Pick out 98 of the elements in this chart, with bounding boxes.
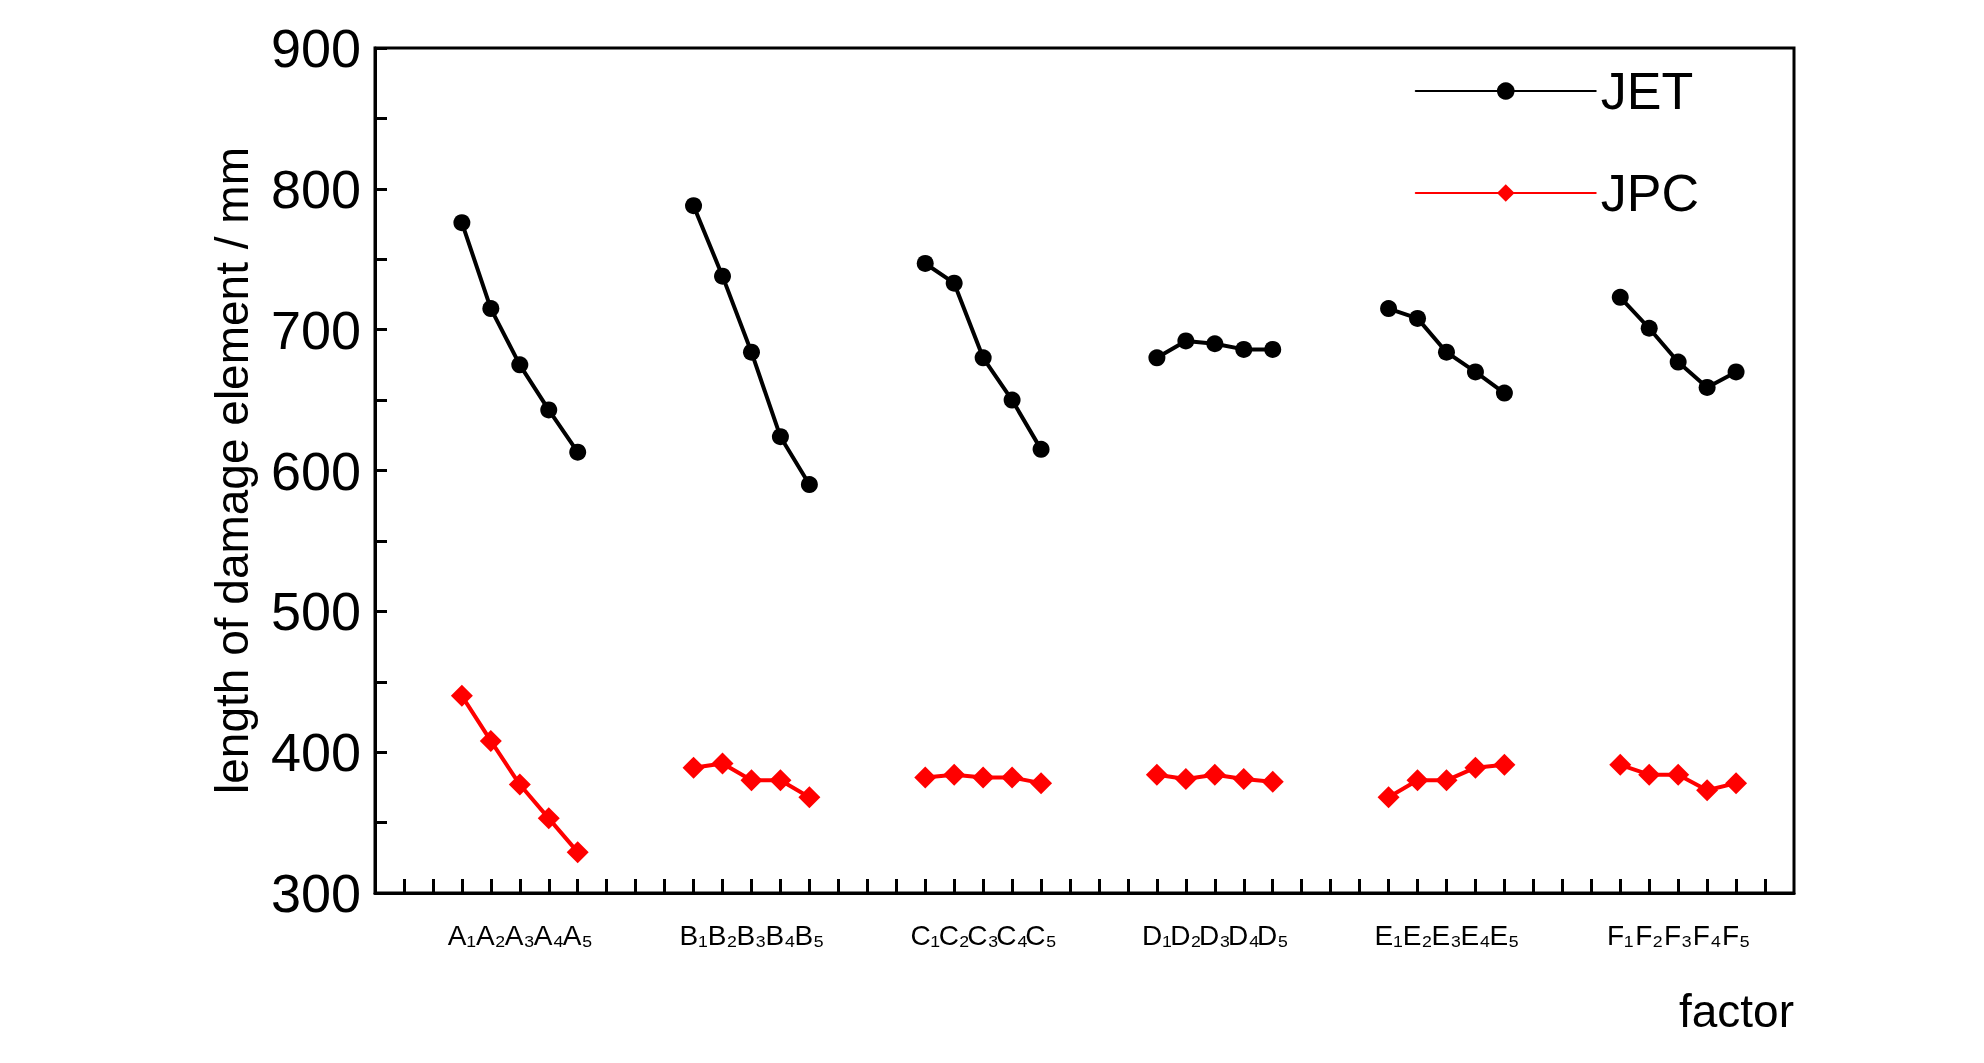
- x-tick-label: F₁: [1606, 919, 1634, 951]
- y-axis-title: length of damage element / mm: [206, 147, 258, 794]
- x-tick-label: B₅: [794, 919, 825, 951]
- x-tick-label: B₂: [707, 919, 738, 951]
- point: [1609, 753, 1632, 776]
- point: [682, 756, 705, 779]
- point: [800, 476, 818, 494]
- point: [450, 684, 473, 707]
- point: [511, 356, 529, 374]
- point: [1145, 763, 1168, 786]
- point: [798, 786, 821, 809]
- point: [1174, 767, 1197, 790]
- x-axis-title: factor: [1678, 985, 1794, 1037]
- point: [945, 274, 963, 292]
- y-tick-label: 800: [270, 158, 361, 219]
- x-tick-label: E₅: [1489, 919, 1520, 951]
- y-tick-label: 300: [270, 863, 361, 923]
- x-tick-label: A₄: [533, 919, 564, 951]
- point: [1380, 300, 1398, 318]
- point: [1696, 779, 1719, 802]
- point: [1203, 763, 1226, 786]
- point: [566, 841, 589, 864]
- y-tick-label: 600: [270, 440, 361, 501]
- point: [685, 197, 703, 215]
- point: [1435, 769, 1458, 792]
- point: [569, 443, 587, 461]
- x-tick-label: A₅: [562, 919, 593, 951]
- point: [916, 254, 934, 272]
- x-tick-label: F₂: [1635, 919, 1664, 951]
- y-tick-label: 900: [270, 18, 361, 78]
- point: [1409, 309, 1427, 327]
- point: [1669, 353, 1687, 371]
- point: [1001, 766, 1024, 789]
- x-tick-label: B₁: [679, 919, 708, 951]
- point: [1493, 753, 1516, 776]
- x-tick-label: F₄: [1692, 919, 1722, 951]
- point: [1148, 349, 1166, 367]
- x-tick-label: A₃: [504, 919, 535, 951]
- point: [1466, 363, 1484, 381]
- point: [1638, 763, 1661, 786]
- point: [1206, 335, 1224, 353]
- point: [771, 428, 789, 446]
- point: [742, 343, 760, 361]
- point: [1698, 378, 1716, 396]
- legend-label: JET: [1600, 62, 1694, 120]
- x-tick-label: B₃: [736, 919, 767, 951]
- point: [1438, 343, 1455, 361]
- point: [974, 349, 992, 367]
- point: [508, 773, 531, 796]
- point: [482, 300, 500, 318]
- x-tick-label: E₃: [1431, 919, 1462, 951]
- x-tick-label: E₂: [1402, 919, 1433, 951]
- point: [1406, 769, 1429, 792]
- point: [479, 729, 502, 752]
- x-tick-label: C₃: [967, 919, 999, 951]
- point: [1003, 391, 1021, 409]
- point: [1235, 340, 1253, 358]
- x-tick-label: F₅: [1721, 919, 1751, 951]
- y-tick-label: 500: [270, 581, 361, 642]
- point: [711, 752, 734, 775]
- x-tick-label: C₁: [910, 919, 941, 951]
- point: [740, 769, 763, 792]
- point: [914, 766, 937, 789]
- point: [453, 214, 471, 232]
- point: [537, 807, 560, 830]
- x-tick-label: D₁: [1142, 919, 1172, 951]
- x-tick-label: A₂: [476, 919, 506, 951]
- point: [1032, 440, 1050, 458]
- point: [1611, 288, 1629, 306]
- x-tick-label: E₄: [1460, 919, 1491, 951]
- x-tick-label: A₁: [447, 919, 476, 951]
- point: [1640, 319, 1658, 337]
- point: [1667, 763, 1690, 786]
- x-tick-label: E₁: [1374, 919, 1403, 951]
- point: [714, 267, 732, 285]
- point: [1495, 384, 1513, 402]
- point: [1377, 786, 1400, 809]
- y-tick-label: 700: [270, 299, 361, 360]
- x-tick-label: C₄: [996, 919, 1028, 951]
- point: [943, 763, 966, 786]
- point: [1232, 767, 1255, 790]
- x-tick-label: B₄: [765, 919, 796, 951]
- x-tick-label: C₅: [1025, 919, 1057, 951]
- point: [972, 766, 995, 789]
- legend-label: JPC: [1600, 164, 1700, 222]
- point: [540, 401, 558, 419]
- x-tick-label: D₃: [1199, 919, 1231, 951]
- point: [1030, 772, 1053, 795]
- x-tick-label: D₂: [1170, 919, 1202, 951]
- point: [1177, 332, 1195, 350]
- y-tick-label: 400: [270, 722, 361, 783]
- point: [1725, 772, 1748, 795]
- point: [1264, 340, 1282, 358]
- x-tick-label: F₃: [1663, 919, 1693, 951]
- point: [1727, 363, 1745, 381]
- point: [1261, 770, 1284, 793]
- point: [1464, 756, 1487, 779]
- point: [769, 769, 792, 792]
